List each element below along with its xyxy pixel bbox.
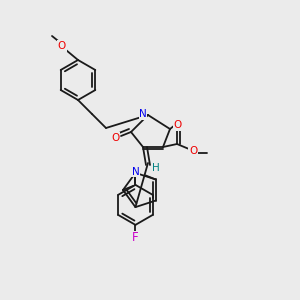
- Text: O: O: [189, 146, 197, 156]
- Text: O: O: [174, 120, 182, 130]
- Text: O: O: [58, 41, 66, 51]
- Text: H: H: [152, 163, 160, 173]
- Text: N: N: [139, 109, 147, 119]
- Text: N: N: [132, 167, 139, 177]
- Text: H: H: [152, 163, 160, 173]
- Text: O: O: [174, 120, 182, 130]
- Text: O: O: [111, 133, 119, 143]
- Text: O: O: [58, 41, 66, 51]
- Text: N: N: [132, 167, 139, 177]
- Text: F: F: [132, 231, 139, 244]
- Text: N: N: [139, 109, 147, 119]
- Text: F: F: [132, 231, 139, 244]
- Text: O: O: [189, 146, 197, 156]
- Text: O: O: [111, 133, 119, 143]
